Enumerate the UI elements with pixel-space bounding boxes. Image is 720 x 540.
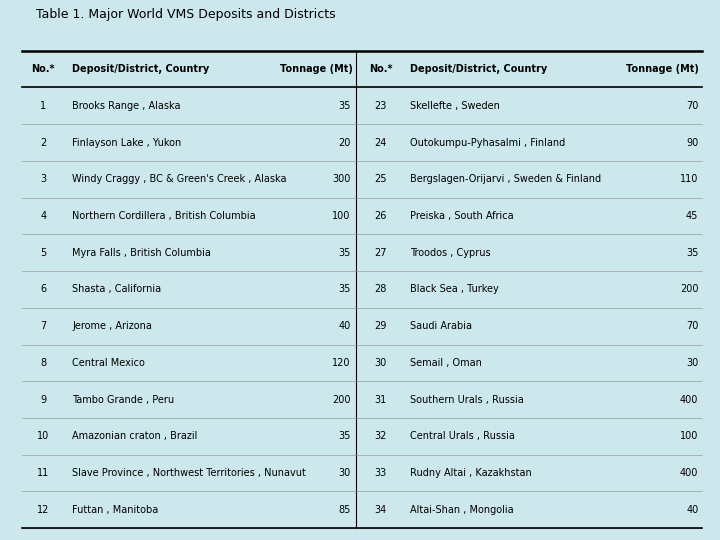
Text: Deposit/District, Country: Deposit/District, Country xyxy=(72,64,210,74)
Text: 33: 33 xyxy=(374,468,387,478)
Text: Windy Craggy , BC & Green's Creek , Alaska: Windy Craggy , BC & Green's Creek , Alas… xyxy=(72,174,287,184)
Text: Northern Cordillera , British Columbia: Northern Cordillera , British Columbia xyxy=(72,211,256,221)
Text: Futtan , Manitoba: Futtan , Manitoba xyxy=(72,505,158,515)
Text: 26: 26 xyxy=(374,211,387,221)
Text: 30: 30 xyxy=(686,358,698,368)
Text: Preiska , South Africa: Preiska , South Africa xyxy=(410,211,513,221)
Text: Slave Province , Northwest Territories , Nunavut: Slave Province , Northwest Territories ,… xyxy=(72,468,306,478)
Text: 40: 40 xyxy=(338,321,351,331)
Text: Deposit/District, Country: Deposit/District, Country xyxy=(410,64,547,74)
Text: 9: 9 xyxy=(40,395,46,404)
Text: 400: 400 xyxy=(680,468,698,478)
Text: 10: 10 xyxy=(37,431,50,441)
Text: 35: 35 xyxy=(338,431,351,441)
Text: 30: 30 xyxy=(338,468,351,478)
Text: 25: 25 xyxy=(374,174,387,184)
Text: 100: 100 xyxy=(680,431,698,441)
Text: Altai-Shan , Mongolia: Altai-Shan , Mongolia xyxy=(410,505,513,515)
Text: 27: 27 xyxy=(374,248,387,258)
Text: 35: 35 xyxy=(338,101,351,111)
Text: Amazonian craton , Brazil: Amazonian craton , Brazil xyxy=(72,431,197,441)
Text: 32: 32 xyxy=(374,431,387,441)
Text: 7: 7 xyxy=(40,321,46,331)
Text: Troodos , Cyprus: Troodos , Cyprus xyxy=(410,248,490,258)
Text: 20: 20 xyxy=(338,138,351,147)
Text: Tambo Grande , Peru: Tambo Grande , Peru xyxy=(72,395,174,404)
Text: Skellefte , Sweden: Skellefte , Sweden xyxy=(410,101,500,111)
Text: Rudny Altai , Kazakhstan: Rudny Altai , Kazakhstan xyxy=(410,468,531,478)
Text: 28: 28 xyxy=(374,285,387,294)
Text: 2: 2 xyxy=(40,138,46,147)
Text: 6: 6 xyxy=(40,285,46,294)
Text: Bergslagen-Orijarvi , Sweden & Finland: Bergslagen-Orijarvi , Sweden & Finland xyxy=(410,174,600,184)
Text: 70: 70 xyxy=(686,321,698,331)
Text: 5: 5 xyxy=(40,248,46,258)
Text: Central Mexico: Central Mexico xyxy=(72,358,145,368)
Text: 30: 30 xyxy=(374,358,387,368)
Text: Tonnage (Mt): Tonnage (Mt) xyxy=(626,64,698,74)
Text: No.*: No.* xyxy=(32,64,55,74)
Text: Saudi Arabia: Saudi Arabia xyxy=(410,321,472,331)
Text: Tonnage (Mt): Tonnage (Mt) xyxy=(280,64,353,74)
Text: 1: 1 xyxy=(40,101,46,111)
Text: 11: 11 xyxy=(37,468,50,478)
Text: 120: 120 xyxy=(332,358,351,368)
Text: 45: 45 xyxy=(686,211,698,221)
Text: Finlayson Lake , Yukon: Finlayson Lake , Yukon xyxy=(72,138,181,147)
Text: 34: 34 xyxy=(374,505,387,515)
Text: Table 1. Major World VMS Deposits and Districts: Table 1. Major World VMS Deposits and Di… xyxy=(36,8,336,21)
Text: 8: 8 xyxy=(40,358,46,368)
Text: 23: 23 xyxy=(374,101,387,111)
Text: 12: 12 xyxy=(37,505,50,515)
Text: 90: 90 xyxy=(686,138,698,147)
Text: 31: 31 xyxy=(374,395,387,404)
Text: Brooks Range , Alaska: Brooks Range , Alaska xyxy=(72,101,181,111)
Text: Central Urals , Russia: Central Urals , Russia xyxy=(410,431,515,441)
Text: 200: 200 xyxy=(332,395,351,404)
Text: Black Sea , Turkey: Black Sea , Turkey xyxy=(410,285,498,294)
Text: 300: 300 xyxy=(332,174,351,184)
Text: Myra Falls , British Columbia: Myra Falls , British Columbia xyxy=(72,248,211,258)
Text: 400: 400 xyxy=(680,395,698,404)
Text: No.*: No.* xyxy=(369,64,392,74)
Text: 35: 35 xyxy=(338,285,351,294)
Text: 200: 200 xyxy=(680,285,698,294)
Text: Shasta , California: Shasta , California xyxy=(72,285,161,294)
Text: 100: 100 xyxy=(332,211,351,221)
Text: 3: 3 xyxy=(40,174,46,184)
Text: 40: 40 xyxy=(686,505,698,515)
Text: 35: 35 xyxy=(338,248,351,258)
Text: 85: 85 xyxy=(338,505,351,515)
Text: 24: 24 xyxy=(374,138,387,147)
Text: Outokumpu-Pyhasalmi , Finland: Outokumpu-Pyhasalmi , Finland xyxy=(410,138,565,147)
Text: Jerome , Arizona: Jerome , Arizona xyxy=(72,321,152,331)
Text: 70: 70 xyxy=(686,101,698,111)
Text: Semail , Oman: Semail , Oman xyxy=(410,358,482,368)
Text: 4: 4 xyxy=(40,211,46,221)
Text: 110: 110 xyxy=(680,174,698,184)
Text: 35: 35 xyxy=(686,248,698,258)
Text: 29: 29 xyxy=(374,321,387,331)
Text: Southern Urals , Russia: Southern Urals , Russia xyxy=(410,395,523,404)
